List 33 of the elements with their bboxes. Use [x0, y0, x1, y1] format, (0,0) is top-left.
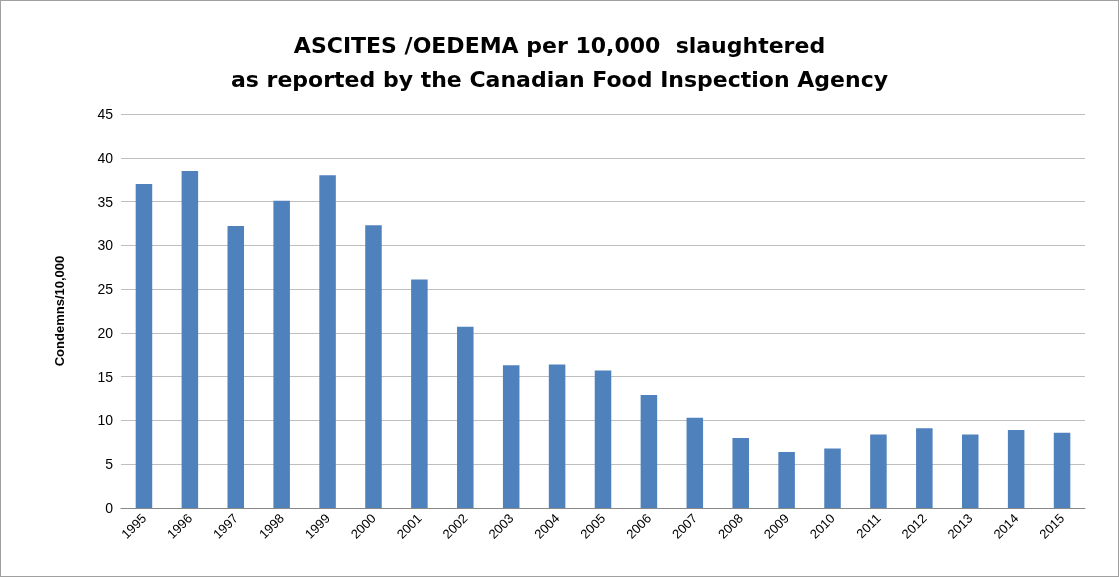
bar	[319, 175, 336, 508]
bar	[135, 184, 153, 508]
bar	[181, 170, 199, 508]
y-tick-label: 5	[105, 456, 114, 473]
bar	[1007, 430, 1025, 508]
chart-title: ASCITES /OEDEMA per 10,000 slaughtered as reported by the Canadian Food Inspection Agency	[230, 32, 889, 92]
y-tick-label: 0	[105, 500, 114, 516]
bar	[502, 365, 520, 508]
bar	[548, 364, 566, 508]
bar	[961, 434, 979, 508]
y-tick-label: 35	[97, 193, 114, 210]
bar	[411, 279, 428, 508]
bar	[594, 370, 612, 508]
y-tick-label: 45	[97, 106, 114, 122]
y-tick-label: 40	[97, 149, 114, 166]
y-tick-label: 20	[97, 324, 114, 341]
bar	[273, 200, 290, 508]
bar	[870, 434, 887, 508]
y-tick-label: 25	[97, 281, 114, 298]
bar	[640, 395, 658, 508]
bar	[732, 437, 749, 508]
bar	[457, 326, 474, 508]
bar	[686, 417, 704, 508]
bar	[227, 226, 245, 508]
y-tick-label: 10	[97, 412, 114, 429]
bar	[365, 225, 382, 508]
bar	[1053, 432, 1071, 508]
y-tick-label: 30	[97, 237, 114, 254]
bar	[916, 428, 933, 508]
y-tick-label: 15	[97, 368, 114, 385]
y-axis-title: Condemns/10,000	[52, 255, 67, 367]
bar	[824, 448, 841, 508]
bar	[778, 451, 795, 508]
